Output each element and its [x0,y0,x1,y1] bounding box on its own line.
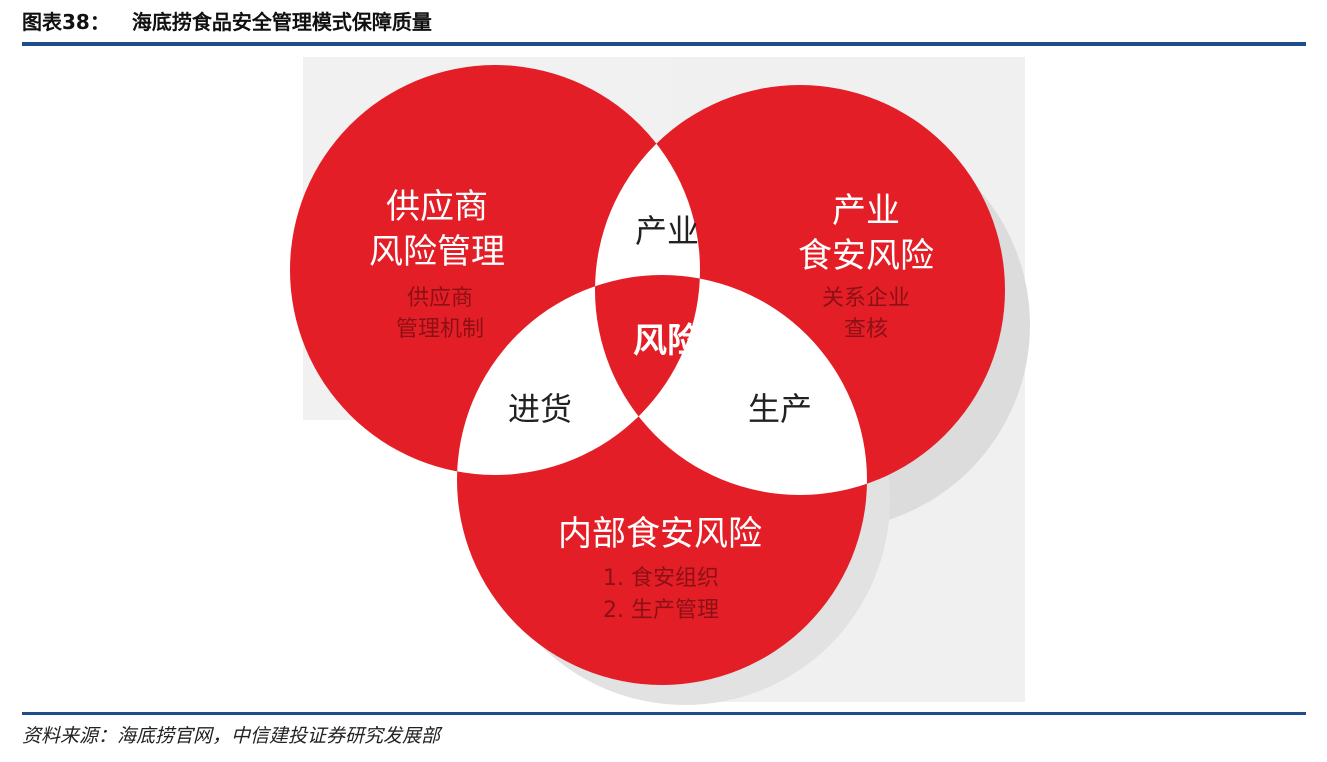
figure-number: 图表38： [22,10,110,34]
industry-sub-line2: 查核 [844,317,888,342]
bottom-rule [22,712,1306,715]
overlap-label-industry: 产业 [635,212,699,250]
supplier-title-line1: 供应商 [386,187,488,227]
source-note: 资料来源：海底捞官网，中信建投证券研究发展部 [22,725,441,747]
overlap-label-production: 生产 [748,390,812,428]
industry-sub-line1: 关系企业 [822,286,910,311]
industry-title-line1: 产业 [832,191,900,231]
internal-title: 内部食安风险 [558,514,762,554]
internal-sub-line2: 2. 生产管理 [603,598,719,623]
overlap-supplier-internal [457,275,700,475]
figure-title-text: 海底捞食品安全管理模式保障质量 [131,10,432,34]
supplier-sub-line1: 供应商 [407,286,473,311]
supplier-sub-line2: 管理机制 [396,317,484,342]
figure-title: 图表38： 海底捞食品安全管理模式保障质量 [22,6,432,38]
center-label-risk: 风险 [633,321,702,361]
supplier-title-line2: 风险管理 [369,232,505,272]
industry-title-line2: 食安风险 [798,236,934,276]
top-rule [22,42,1306,46]
overlap-label-stock-in: 进货 [508,390,572,428]
internal-sub-line1: 1. 食安组织 [603,566,719,591]
